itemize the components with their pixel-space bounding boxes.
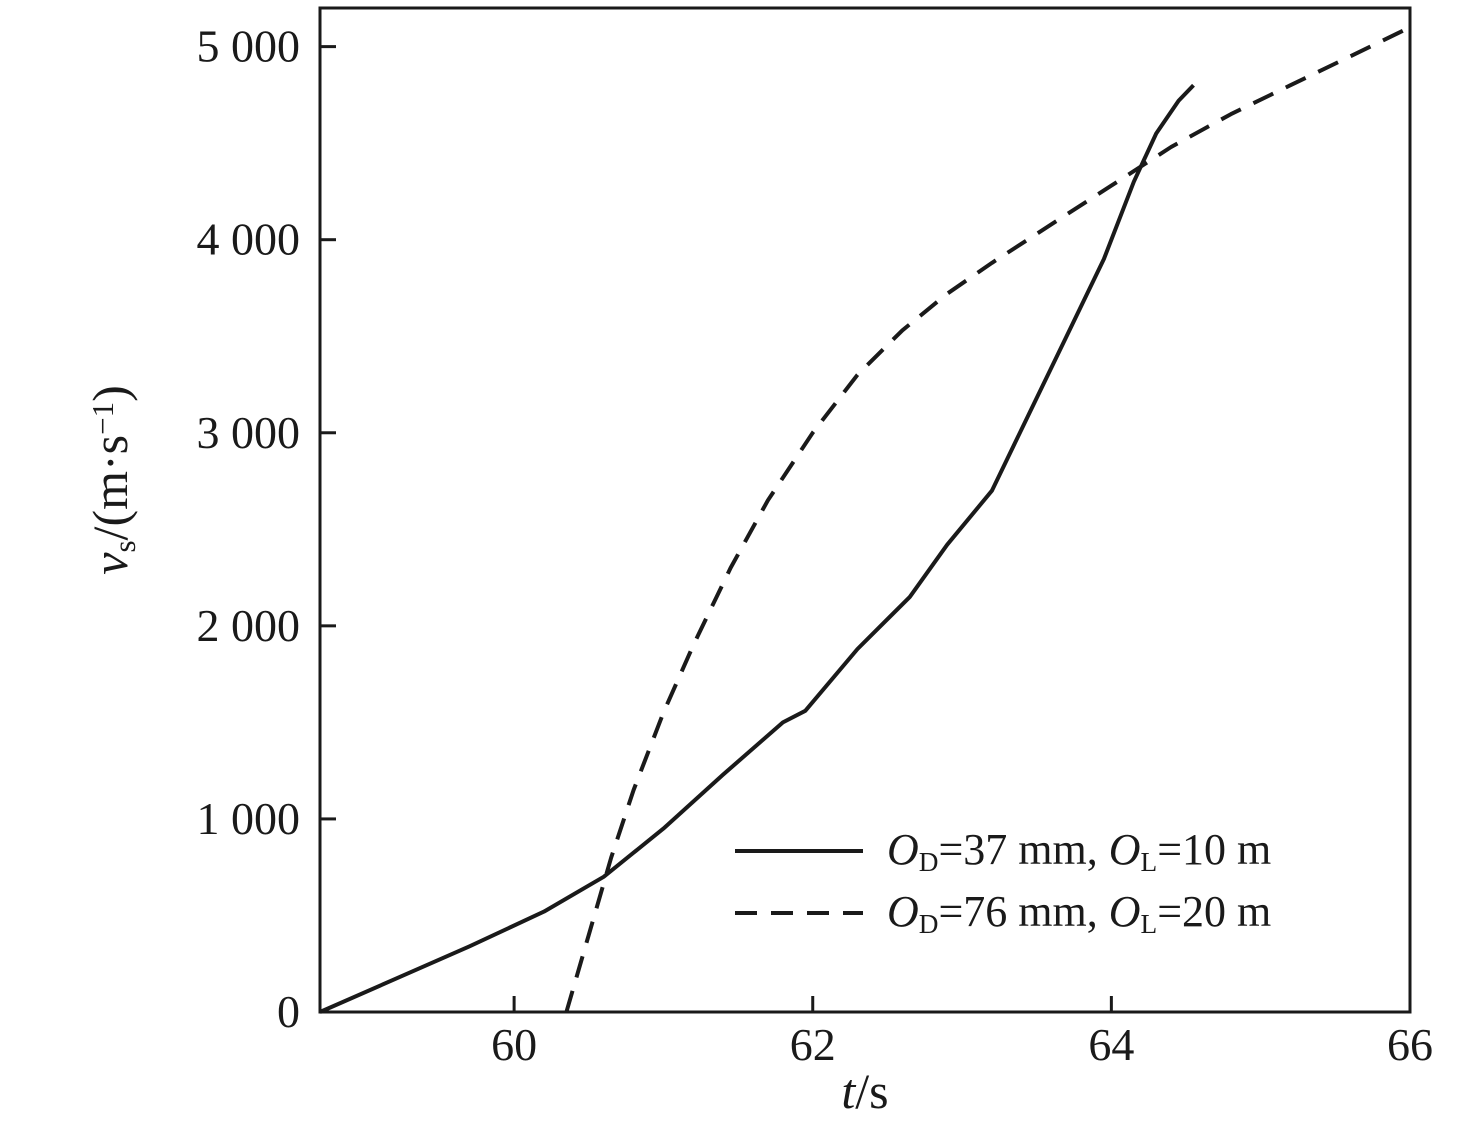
plot-frame [318,6,1412,1014]
y-tick-label: 1 000 [197,793,301,844]
x-axis-label-variable: t [841,1063,856,1119]
y-axis-label: vs/(m·s−1) [81,385,143,574]
x-tick-label: 66 [1387,1019,1433,1070]
y-tick-label: 2 000 [197,600,301,651]
dashed-line-sample-icon [735,911,863,915]
x-axis-label: t/s [841,1062,888,1120]
series-line-dashed [564,25,1411,1013]
y-tick-label: 3 000 [197,407,301,458]
y-axis-label-unit: /(m·s [82,434,139,541]
y-axis-label-subscript: s [106,540,142,553]
solid-line-sample-icon [735,849,863,853]
legend-label-dashed: OD=76 mm, OL=20 m [887,887,1272,939]
y-tick-label: 4 000 [197,214,301,265]
x-axis-label-unit: /s [855,1063,889,1119]
y-tick-label: 0 [277,986,300,1037]
legend-label-solid: OD=37 mm, OL=10 m [887,825,1272,877]
y-axis-label-close: ) [82,385,139,402]
y-tick-label: 5 000 [197,21,301,72]
x-tick-label: 62 [790,1019,836,1070]
legend-item-solid: OD=37 mm, OL=10 m [735,820,1271,882]
x-tick-label: 64 [1088,1019,1134,1070]
series-line-solid [319,83,1195,1014]
legend-item-dashed: OD=76 mm, OL=20 m [735,882,1271,944]
y-axis-label-variable: v [82,552,139,575]
legend: OD=37 mm, OL=10 m OD=76 mm, OL=20 m [735,820,1271,944]
y-axis-label-exponent: −1 [85,401,121,435]
x-tick-label: 60 [491,1019,537,1070]
